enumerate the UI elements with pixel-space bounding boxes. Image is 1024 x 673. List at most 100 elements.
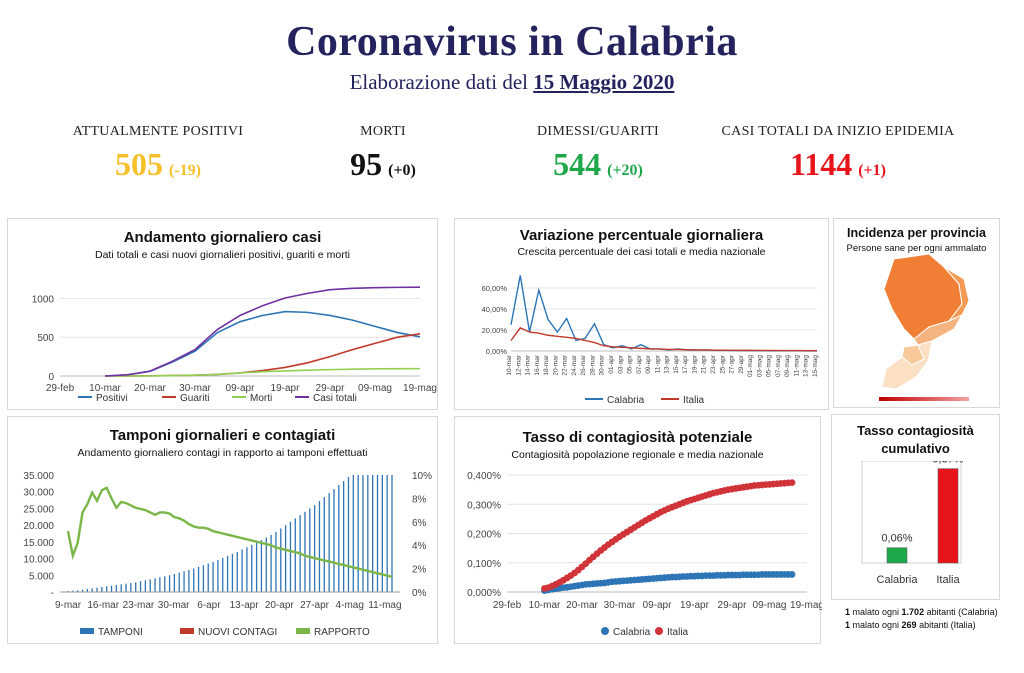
x-tick-label: 4-mag xyxy=(336,600,364,611)
x-tick-label: 11-mag xyxy=(368,600,401,611)
legend-label: Morti xyxy=(250,393,272,404)
stat-delta: (+20) xyxy=(607,162,643,179)
x-tick-label: 21-apr xyxy=(701,354,708,374)
chart-title-line1: Tasso contagiosità xyxy=(857,423,974,438)
x-tick-label: 16-mar xyxy=(87,600,119,611)
chart-subtitle: Contagiosità popolazione regionale e med… xyxy=(511,449,764,461)
y-tick-label: 35.000 xyxy=(23,471,54,482)
x-tick-label: 30-mar xyxy=(599,354,606,375)
chart-tasso: 0,000% 0,100% 0,200% 0,300% 0,400% 29-feb 10-m… xyxy=(467,471,822,638)
footnote-calabria: 1 malato ogni 1.702 abitanti (Calabria) xyxy=(845,607,998,617)
y2-tick-label: 2% xyxy=(412,565,427,576)
chart-cumulativo: 0,06% Calabria 0,37% Italia xyxy=(861,461,964,586)
legend-swatch xyxy=(296,628,310,634)
y-tick-label: 500 xyxy=(37,333,54,344)
stat-number: 1144 xyxy=(789,146,853,182)
legend-label: TAMPONI xyxy=(98,627,143,638)
x-tick-label: 6-apr xyxy=(197,600,221,611)
stat-value: 95 (+0) xyxy=(318,146,448,183)
series-line-casi-totali xyxy=(104,286,421,377)
x-tick-label: 09-apr xyxy=(645,354,652,374)
x-tick-label: 05-apr xyxy=(627,354,634,374)
legend-swatch xyxy=(80,628,94,634)
chart-title: Tasso di contagiosità potenziale xyxy=(522,429,753,446)
y-tick-label: - xyxy=(51,588,54,599)
x-tick-label: 20-apr xyxy=(265,600,295,611)
x-tick-label: 19-apr xyxy=(271,383,301,394)
series-line-calabria xyxy=(510,275,817,352)
legend-swatch xyxy=(601,627,609,635)
x-tick-label: 09-apr xyxy=(643,600,673,611)
map-legend-bar xyxy=(879,397,969,401)
footnote-text: abitanti (Italia) xyxy=(916,620,976,630)
x-tick-label: 13-apr xyxy=(664,354,671,374)
y-tick-label: 0,400% xyxy=(467,471,501,482)
point-calabria xyxy=(788,571,796,578)
x-tick-label: Italia xyxy=(936,574,960,586)
chart-variazione: 0,00% 20,00% 40,00% 60,00% 10-mar 12-mar 14-ma… xyxy=(482,275,819,406)
plot-frame xyxy=(861,461,962,564)
y-tick-label: 5.000 xyxy=(29,571,54,582)
footnote-text: malato ogni xyxy=(850,607,902,617)
x-tick-label: 19-mag xyxy=(790,600,822,611)
stat-guariti: DIMESSI/GUARITI 544 (+20) xyxy=(518,124,678,183)
x-tick-label: 18-mar xyxy=(543,354,550,375)
x-tick-label: 26-mar xyxy=(580,354,587,375)
y-tick-label: 30.000 xyxy=(23,488,54,499)
legend-label: Italia xyxy=(683,395,705,406)
stat-value: 544 (+20) xyxy=(518,146,678,183)
series-line-italia xyxy=(510,327,817,352)
stat-value: 1144 (+1) xyxy=(718,146,958,183)
stat-totali: CASI TOTALI DA INIZIO EPIDEMIA 1144 (+1) xyxy=(718,124,958,183)
x-tick-label: 30-mar xyxy=(158,600,190,611)
page-title: Coronavirus in Calabria xyxy=(286,19,738,65)
y-tick-label: 40,00% xyxy=(482,305,508,314)
stat-label: MORTI xyxy=(360,124,406,139)
y-tick-label: 0,200% xyxy=(467,530,501,541)
legend-label: RAPPORTO xyxy=(314,627,370,638)
legend-swatch xyxy=(655,627,663,635)
chart-title: Tamponi giornalieri e contagiati xyxy=(109,427,336,444)
stat-value: 505 (-19) xyxy=(58,146,258,183)
stat-number: 95 xyxy=(350,146,383,182)
footnote-count: 1 xyxy=(845,607,851,617)
legend-label: Positivi xyxy=(96,393,128,404)
x-tick-label: 03-apr xyxy=(617,354,624,374)
stat-positivi: ATTUALMENTE POSITIVI 505 (-19) xyxy=(58,124,258,183)
x-tick-label: 05-mag xyxy=(766,355,773,377)
x-tick-label: 29-apr xyxy=(738,354,745,374)
panel-tamponi: Tamponi giornalieri e contagiati Andamen… xyxy=(7,416,438,644)
x-tick-label: 24-mar xyxy=(571,354,578,375)
y-tick-label: 60,00% xyxy=(482,284,508,293)
y2-tick-label: 4% xyxy=(412,541,427,552)
footnote-count: 1 xyxy=(845,620,851,630)
subtitle-date: 15 Maggio 2020 xyxy=(533,70,675,94)
x-tick-label: 01-apr xyxy=(608,354,615,374)
y2-tick-label: 0% xyxy=(412,588,427,599)
x-tick-label: 17-apr xyxy=(682,354,689,374)
legend-label: Calabria xyxy=(607,395,645,406)
chart-tamponi: - 5.000 10.000 15.000 20.000 25.000 30.000 35.0… xyxy=(23,471,432,638)
y-tick-label: 0,100% xyxy=(467,559,501,570)
y-tick-label: 20.000 xyxy=(23,521,54,532)
footnote-text: abitanti (Calabria) xyxy=(924,607,998,617)
x-tick-label: 19-apr xyxy=(680,600,710,611)
x-tick-label: 10-mar xyxy=(89,383,121,394)
footnote-number: 269 xyxy=(901,620,917,630)
legend-label: NUOVI CONTAGI xyxy=(198,627,277,638)
stat-label: CASI TOTALI DA INIZIO EPIDEMIA xyxy=(721,124,955,139)
chart-title-line2: cumulativo xyxy=(881,441,950,456)
x-tick-label: 29-feb xyxy=(46,383,75,394)
stat-number: 505 xyxy=(115,146,163,182)
x-tick-label: 09-mag xyxy=(753,600,787,611)
y-tick-label: 15.000 xyxy=(23,538,54,549)
x-tick-label: 07-mag xyxy=(775,355,782,377)
y-tick-label: 20,00% xyxy=(482,326,508,335)
stat-delta: (+0) xyxy=(388,162,416,179)
x-tick-label: 13-mag xyxy=(803,355,810,377)
x-tick-label: 10-mar xyxy=(506,354,513,375)
calabria-map xyxy=(879,253,970,401)
page-subtitle: Elaborazione dati del 15 Maggio 2020 xyxy=(0,70,1024,95)
x-tick-label: 10-mar xyxy=(529,600,561,611)
panel-cumulativo: Tasso contagiosità cumulativo 0,06% Calab… xyxy=(831,414,1000,600)
